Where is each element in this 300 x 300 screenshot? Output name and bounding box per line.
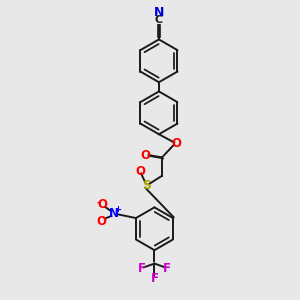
Text: O: O <box>140 148 151 162</box>
Text: F: F <box>151 272 158 285</box>
Text: O: O <box>97 214 107 227</box>
Text: O: O <box>136 165 146 178</box>
Text: N: N <box>109 207 118 220</box>
Text: N: N <box>154 6 164 19</box>
Text: F: F <box>138 262 146 275</box>
Text: O: O <box>171 137 181 150</box>
Text: C: C <box>155 15 163 25</box>
Text: O: O <box>97 198 107 211</box>
Text: S: S <box>142 179 151 192</box>
Text: F: F <box>163 262 171 275</box>
Text: -: - <box>97 197 101 207</box>
Text: +: + <box>114 205 121 214</box>
